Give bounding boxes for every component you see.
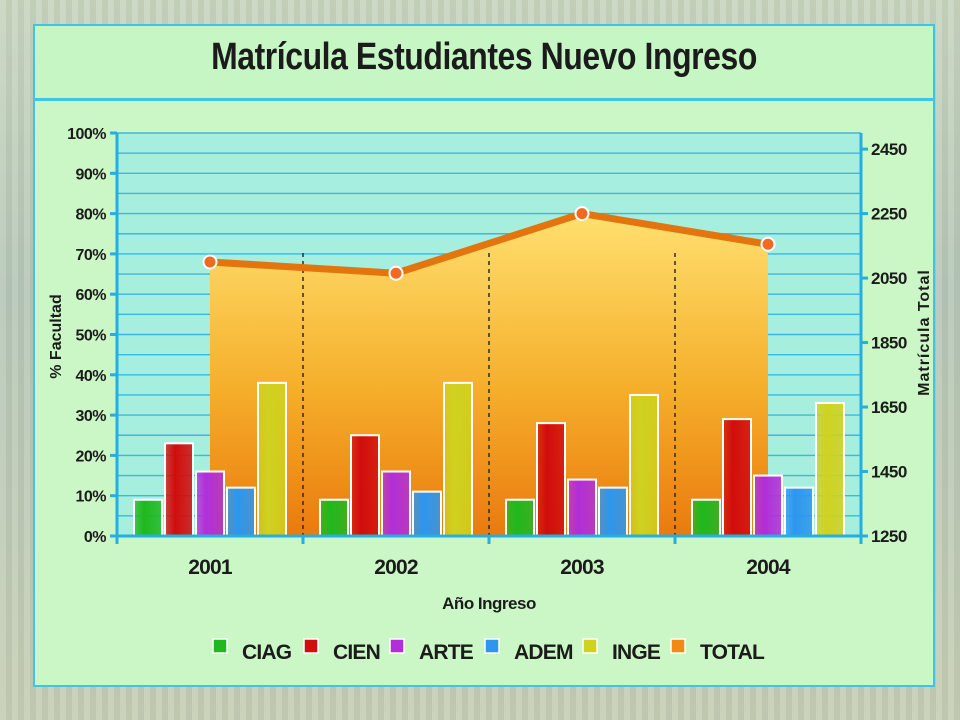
legend-label-total: TOTAL (700, 641, 765, 664)
y-tick-label: 50% (75, 328, 106, 345)
y-tick-label: 100% (67, 126, 106, 143)
bar-cien-2002 (350, 434, 380, 537)
total-marker-2001 (202, 254, 218, 270)
bar-adem-2001 (226, 486, 256, 538)
y-tick-label: 90% (75, 166, 106, 183)
bar-cien-2003 (536, 422, 566, 537)
legend-label-arte: ARTE (419, 641, 474, 664)
y2-tick-label: 2050 (871, 269, 907, 288)
bar-cien-2004 (722, 418, 752, 538)
bar-ciag-2002 (319, 498, 349, 538)
total-marker-2003 (574, 206, 590, 222)
legend-swatch-total (670, 638, 686, 654)
y2-axis-title: Matrícula Total (916, 269, 933, 396)
bar-adem-2003 (598, 486, 628, 538)
y-axis-title: % Facultad (48, 294, 65, 378)
bar-inge-2002 (443, 381, 473, 537)
total-marker-2004 (760, 236, 776, 252)
y-tick-label: 10% (75, 489, 106, 506)
y2-tick-label: 1450 (871, 463, 907, 482)
x-tick-label: 2001 (188, 556, 233, 579)
bar-inge-2003 (629, 393, 659, 538)
bar-inge-2001 (257, 381, 287, 537)
title-band: Matrícula Estudiantes Nuevo Ingreso (35, 26, 933, 101)
bar-ciag-2001 (133, 498, 163, 538)
bar-inge-2004 (815, 402, 845, 538)
bar-arte-2001 (195, 470, 225, 537)
bar-ciag-2004 (691, 498, 721, 538)
y2-tick-label: 2250 (871, 205, 907, 224)
y-tick-label: 0% (84, 529, 106, 546)
y-tick-label: 60% (75, 287, 106, 304)
legend-swatch-cien (303, 638, 319, 654)
y-tick-label: 20% (75, 448, 106, 465)
bar-ciag-2003 (505, 498, 535, 538)
y2-tick-label: 1650 (871, 398, 907, 417)
legend-label-ciag: CIAG (242, 641, 292, 664)
x-tick-label: 2004 (746, 556, 791, 579)
x-axis-title: Año Ingreso (442, 594, 536, 613)
legend-swatch-inge (582, 638, 598, 654)
x-tick-label: 2002 (374, 556, 418, 579)
bar-arte-2004 (753, 474, 783, 537)
bar-adem-2004 (784, 486, 814, 538)
x-tick-label: 2003 (560, 556, 604, 579)
total-marker-2002 (388, 265, 404, 281)
bar-adem-2002 (412, 490, 442, 538)
y2-tick-label: 1250 (871, 527, 907, 546)
bar-cien-2001 (164, 442, 194, 537)
y2-tick-label: 1850 (871, 334, 907, 353)
bar-arte-2003 (567, 478, 597, 537)
y2-tick-label: 2450 (871, 140, 907, 159)
legend-label-inge: INGE (612, 641, 661, 664)
y-tick-label: 30% (75, 408, 106, 425)
legend-swatch-arte (389, 638, 405, 654)
y-tick-label: 40% (75, 368, 106, 385)
legend-swatch-ciag (212, 638, 228, 654)
y-tick-label: 70% (75, 247, 106, 264)
bar-arte-2002 (381, 470, 411, 537)
legend-label-cien: CIEN (333, 641, 380, 664)
y-tick-label: 80% (75, 207, 106, 224)
legend-label-adem: ADEM (514, 641, 573, 664)
chart-title: Matrícula Estudiantes Nuevo Ingreso (211, 36, 757, 78)
legend-swatch-adem (484, 638, 500, 654)
total-line (209, 210, 769, 277)
